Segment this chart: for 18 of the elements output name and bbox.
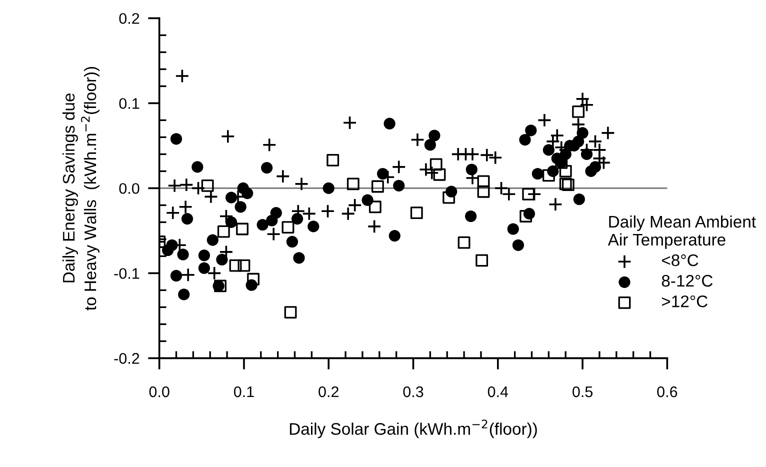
y-tick-label: -0.1: [114, 268, 140, 279]
legend-label: <8°C: [662, 254, 698, 266]
legend-label: >12°C: [662, 295, 708, 308]
x-tick-label: 0.1: [234, 386, 254, 398]
x-tick-label: 0.6: [657, 386, 678, 398]
y-tick-label: 0.0: [119, 183, 140, 194]
x-axis-title: Daily Solar Gain (kWh.m$^{−2}$(floor)): [290, 420, 537, 438]
x-tick-label: 0.2: [318, 386, 338, 398]
y-tick-label: -0.2: [114, 353, 140, 364]
y-tick-label: 0.1: [119, 98, 140, 109]
legend-label: 8-12°C: [662, 274, 713, 287]
y-axis-title: Daily Energy Savings due to Heavy Walls (kWh.m$^{−2}$(floor)): [62, 66, 100, 310]
y-tick-label: 0.2: [119, 13, 140, 24]
x-tick-label: 0.4: [488, 386, 508, 398]
x-tick-label: 0.5: [572, 386, 593, 398]
x-tick-label: 0.3: [403, 386, 424, 398]
x-tick-label: 0.0: [149, 386, 170, 398]
legend-title: Daily Mean Ambient Air Temperature: [608, 215, 756, 249]
